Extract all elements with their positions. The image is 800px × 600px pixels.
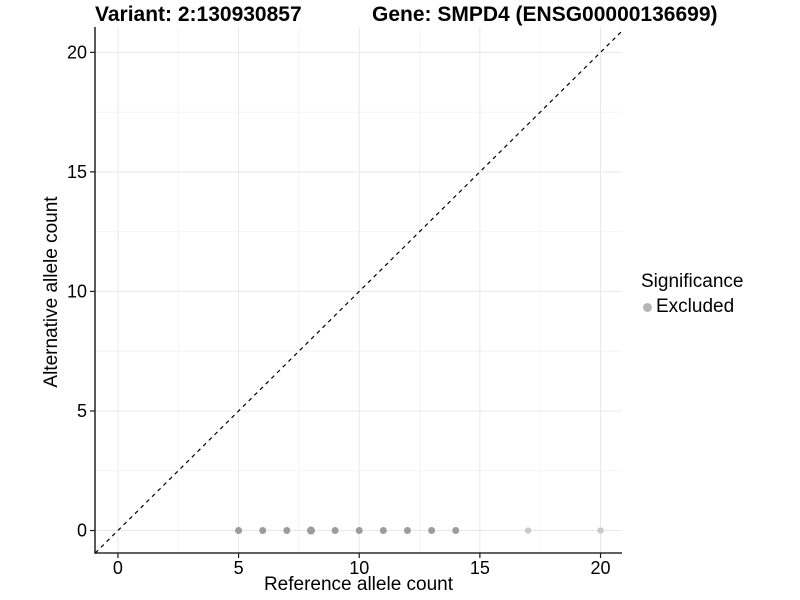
data-point [259,527,267,535]
plot-title-variant: Variant: 2:130930857 [95,3,302,26]
legend-title: Significance [641,271,744,292]
identity-line [94,30,623,554]
x-tick-label: 5 [234,558,244,578]
legend: Significance Excluded [641,271,743,318]
y-tick-label: 5 [77,401,87,421]
y-tick-label: 10 [67,281,87,301]
y-axis-title: Alternative allele count [41,196,62,388]
data-point [306,526,315,535]
legend-item-excluded: Excluded [641,296,743,318]
data-point [452,527,460,535]
plot-title-gene: Gene: SMPD4 (ENSG00000136699) [372,3,718,26]
data-point [355,527,363,535]
data-point [235,527,243,535]
x-tick-label: 20 [591,558,611,578]
x-tick-label: 10 [349,558,369,578]
x-tick-label: 0 [113,558,123,578]
y-tick-label: 0 [77,521,87,541]
data-point [331,527,339,535]
x-axis-title: Reference allele count [263,574,454,595]
data-point [597,527,604,534]
legend-item-label: Excluded [656,296,735,317]
data-point [428,527,436,535]
y-tick-label: 20 [67,42,87,62]
legend-point-swatch [643,302,652,312]
data-point [283,527,291,535]
data-point [524,527,532,534]
x-tick-label: 15 [470,558,490,578]
data-point [403,527,411,535]
data-point [379,527,387,535]
y-tick-label: 15 [67,162,87,182]
